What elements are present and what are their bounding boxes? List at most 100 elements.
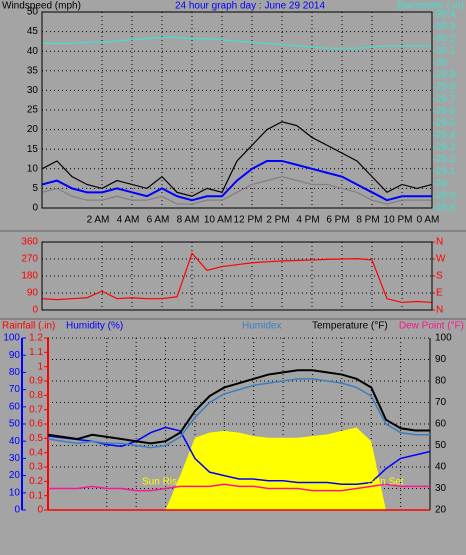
rain-tick-label: 0 xyxy=(37,505,43,516)
y-tick-label: 10 xyxy=(27,163,39,174)
y-tick-label: 20 xyxy=(27,124,39,135)
y2-tick-label: 29.2 xyxy=(436,154,456,165)
y-tick-label: 30 xyxy=(27,85,39,96)
humidity-tick-label: 30 xyxy=(9,453,21,464)
humidity-tick-label: 20 xyxy=(9,470,21,481)
y2-tick-label: 29 xyxy=(436,178,448,189)
x-tick-label: 0 AM xyxy=(417,215,440,226)
legend-label: Humidex xyxy=(242,321,281,332)
series-line xyxy=(47,378,430,449)
annotation: Sun Rise xyxy=(142,477,183,488)
plot-frame xyxy=(41,11,433,209)
legend-label: Humidity (%) xyxy=(66,321,123,332)
legend-label: Temperature (°F) xyxy=(312,321,388,332)
humidity-tick-label: 60 xyxy=(9,401,21,412)
y2-tick-label: 29.5 xyxy=(436,118,456,129)
y2-tick-label: 30.2 xyxy=(436,33,456,44)
x-tick-label: 4 PM xyxy=(296,215,319,226)
plot-frame xyxy=(41,241,433,311)
y2-tick-label: W xyxy=(436,254,446,265)
legend-label: Rainfall (.in) xyxy=(2,321,55,332)
y-tick-label: 0 xyxy=(32,305,38,316)
y2-tick-label: 70 xyxy=(435,397,447,408)
rain-tick-label: 1.1 xyxy=(29,347,43,358)
x-tick-label: 8 PM xyxy=(356,215,379,226)
y2-tick-label: 80 xyxy=(435,376,447,387)
series-line xyxy=(47,369,430,445)
y2-tick-label: 30 xyxy=(435,483,447,494)
y2-tick-label: E xyxy=(436,288,443,299)
x-tick-label: 10 AM xyxy=(204,215,232,226)
y-tick-label: 5 xyxy=(32,183,38,194)
rain-tick-label: 1.2 xyxy=(29,333,43,344)
y-tick-label: 35 xyxy=(27,65,39,76)
rain-tick-label: 0.7 xyxy=(29,404,43,415)
y2-tick-label: N xyxy=(436,237,443,248)
y2-tick-label: 30 xyxy=(436,57,448,68)
y2-tick-label: 29.4 xyxy=(436,130,456,141)
x-tick-label: 4 AM xyxy=(117,215,140,226)
x-tick-label: 12 PM xyxy=(234,215,263,226)
y2-tick-label: 60 xyxy=(435,419,447,430)
rain-tick-label: 0.1 xyxy=(29,490,43,501)
y2-tick-label: 29.3 xyxy=(436,142,456,153)
y2-tick-label: N xyxy=(436,305,443,316)
series-line xyxy=(41,121,433,197)
series-line xyxy=(41,252,433,304)
rain-tick-label: 0.8 xyxy=(29,390,43,401)
y2-tick-label: 90 xyxy=(435,354,447,365)
series-line xyxy=(42,36,432,49)
y2-tick-label: 30.3 xyxy=(436,21,456,32)
humidity-tick-label: 100 xyxy=(3,333,20,344)
series-line xyxy=(41,159,432,202)
y2-tick-label: 100 xyxy=(435,333,452,344)
y2-tick-label: 20 xyxy=(435,505,447,516)
y2-tick-label: 40 xyxy=(435,462,447,473)
rain-tick-label: 0.5 xyxy=(29,433,43,444)
x-tick-label: 10 PM xyxy=(384,215,413,226)
y2-tick-label: 28.9 xyxy=(436,191,456,202)
x-tick-label: 2 PM xyxy=(266,215,289,226)
rain-tick-label: 0.6 xyxy=(29,419,43,430)
humidity-tick-label: 10 xyxy=(9,487,21,498)
y2-tick-label: 29.9 xyxy=(436,70,456,81)
x-tick-label: 6 PM xyxy=(326,215,349,226)
y2-tick-label: 29.8 xyxy=(436,82,456,93)
series-line xyxy=(48,483,430,492)
y-tick-label: 15 xyxy=(27,144,39,155)
humidity-tick-label: 80 xyxy=(9,367,21,378)
y-axis-label: Windspeed (mph) xyxy=(2,1,81,12)
series-line xyxy=(41,176,432,205)
rain-tick-label: 0.4 xyxy=(29,447,43,458)
solar-area xyxy=(48,427,430,510)
y2-tick-label: 30.4 xyxy=(436,9,456,20)
y-tick-label: 0 xyxy=(32,203,38,214)
y-tick-label: 360 xyxy=(21,237,38,248)
y2-tick-label: 50 xyxy=(435,440,447,451)
y2-tick-label: S xyxy=(436,271,443,282)
y-tick-label: 25 xyxy=(27,105,39,116)
rain-tick-label: 0.2 xyxy=(29,476,43,487)
x-tick-label: 2 AM xyxy=(87,215,110,226)
y2-tick-label: 28.8 xyxy=(436,203,456,214)
humidity-tick-label: 50 xyxy=(9,419,21,430)
series-line xyxy=(47,426,431,485)
y2-axis-label: Barometer (.in) xyxy=(397,1,464,12)
legend-label: Dew Point (°F) xyxy=(399,321,464,332)
humidity-tick-label: 40 xyxy=(9,436,21,447)
y-tick-label: 90 xyxy=(27,288,39,299)
y-tick-label: 270 xyxy=(21,254,38,265)
rain-tick-label: 0.9 xyxy=(29,376,43,387)
x-tick-label: 8 AM xyxy=(177,215,200,226)
x-tick-label: 6 AM xyxy=(147,215,170,226)
y2-tick-label: 29.1 xyxy=(436,166,456,177)
y-tick-label: 40 xyxy=(27,46,39,57)
y-tick-label: 50 xyxy=(27,7,39,18)
y-tick-label: 180 xyxy=(21,271,38,282)
y2-tick-label: 30.1 xyxy=(436,45,456,56)
chart-title: 24 hour graph day : June 29 2014 xyxy=(175,1,326,12)
humidity-tick-label: 70 xyxy=(9,384,21,395)
humidity-tick-label: 0 xyxy=(14,505,20,516)
